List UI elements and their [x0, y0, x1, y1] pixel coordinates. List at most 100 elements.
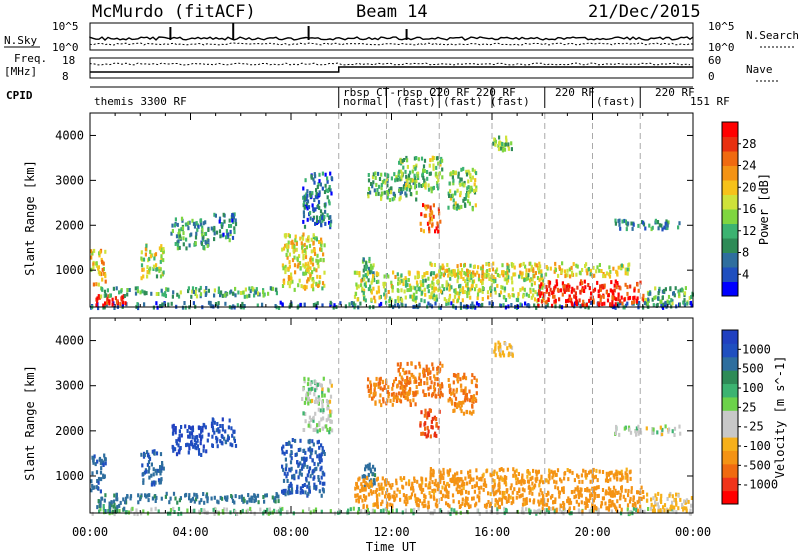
- colorbar-swatch-10: [722, 356, 738, 371]
- colorbar-swatch-12: [722, 330, 738, 344]
- scatter-region-19: [493, 340, 514, 358]
- colorbar-tick-label-2: 100: [742, 381, 764, 395]
- freq-label-line1: Freq.: [14, 52, 47, 65]
- scatter-region-17: [643, 286, 694, 308]
- colorbar-swatch-0: [722, 490, 738, 505]
- cpid-label-12: 151 RF: [690, 95, 730, 108]
- colorbar-swatch-2: [722, 463, 738, 478]
- colorbar-swatch-8: [722, 165, 738, 181]
- scatter-region-14: [353, 270, 545, 304]
- scatter-region-12: [419, 408, 441, 439]
- x-tick-label-2: 08:00: [273, 525, 309, 539]
- colorbar-tick-label-4: 12: [742, 224, 756, 238]
- x-tick-label-1: 04:00: [172, 525, 208, 539]
- station-title: McMurdo (fitACF): [92, 2, 256, 22]
- colorbar-swatch-4: [722, 437, 738, 451]
- colorbar-swatch-9: [722, 151, 738, 166]
- colorbar-swatch-6: [722, 194, 738, 210]
- freq-trace: [90, 66, 693, 73]
- x-axis-ticks: 00:00 04:00 08:00 12:00 16:00 20:00 00:00: [72, 525, 711, 539]
- colorbar-swatch-1: [722, 267, 738, 282]
- cpid-label-3: rbsp CT: [396, 86, 443, 99]
- colorbar-tick-label-0: 28: [742, 137, 756, 151]
- colorbar-swatch-2: [722, 252, 738, 268]
- scatter-region-3: [97, 491, 280, 505]
- scatter-region-15: [429, 261, 631, 279]
- nave-tick-bottom: 0: [708, 70, 715, 83]
- x-tick-label-5: 20:00: [574, 525, 610, 539]
- nsky-panel: [89, 22, 694, 51]
- nsearch-tick-bottom: 10^0: [708, 41, 735, 54]
- colorbar-swatch-9: [722, 370, 738, 385]
- cpid-label: CPID: [6, 89, 33, 102]
- colorbar-swatch-3: [722, 238, 738, 253]
- colorbar-swatch-8: [722, 383, 738, 398]
- colorbar-swatch-10: [722, 136, 738, 152]
- cpid-label-6: (fast): [443, 95, 483, 108]
- power-colorbar: 28 24 20 16 12 8 4 Power [dB]: [721, 121, 771, 297]
- x-tick-label-3: 12:00: [373, 525, 409, 539]
- scatter-region-5: [171, 422, 210, 457]
- cpid-label-8: (fast): [490, 95, 530, 108]
- cpid-label-2: normal: [343, 95, 383, 108]
- scatter-region-4: [140, 449, 165, 487]
- colorbar-tick-label-5: 8: [742, 246, 749, 260]
- cpid-label-10: (fast): [596, 95, 636, 108]
- beam-title: Beam 14: [356, 2, 428, 22]
- y-tick-label-1: 2000: [55, 218, 84, 232]
- colorbar-label: Power [dB]: [757, 173, 771, 245]
- colorbar-tick-label-7: -1000: [742, 478, 778, 492]
- y-axis-label-power: Slant Range [km]: [23, 160, 37, 276]
- cpid-label-4: (fast): [396, 95, 436, 108]
- cpid-label-7: 220 RF: [476, 86, 516, 99]
- colorbar-swatch-1: [722, 477, 738, 492]
- colorbar-swatch-11: [722, 122, 738, 137]
- colorbar-label: Velocity [m s^-1]: [773, 356, 787, 479]
- freq-tick-top: 18: [62, 54, 75, 67]
- colorbar-tick-label-5: -100: [742, 439, 771, 453]
- freq-traces: [89, 62, 693, 73]
- colorbar-frame: [721, 329, 739, 505]
- colorbar-swatch-3: [722, 450, 738, 465]
- cpid-label-0: themis 3300 RF: [94, 95, 187, 108]
- scatter-region-6: [210, 212, 238, 243]
- scatter-region-14: [354, 476, 545, 510]
- nsky-traces: [89, 23, 694, 46]
- colorbar-swatch-7: [722, 180, 738, 195]
- scatter-region-16: [537, 279, 645, 308]
- colorbar-tick-label-0: 1000: [742, 342, 771, 356]
- nsearch-trace: [89, 42, 694, 46]
- cpid-label-5: 220 RF: [430, 86, 470, 99]
- scatter-region-7: [281, 438, 326, 498]
- cpid-label-11: 220 RF: [655, 86, 695, 99]
- freq-label-line2: [MHz]: [4, 65, 37, 78]
- cpid-label-1: rbsp CT-: [343, 86, 396, 99]
- freq-tick-bottom: 8: [62, 70, 69, 83]
- y-tick-label-0: 1000: [55, 469, 84, 483]
- colorbar-swatch-0: [722, 281, 738, 297]
- scatter-region-16: [537, 485, 645, 514]
- colorbar-tick-label-1: 24: [742, 159, 756, 173]
- y-tick-label-2: 3000: [55, 379, 84, 393]
- power-panel: 1000 2000 3000 4000: [55, 112, 694, 311]
- y-tick-label-3: 4000: [55, 128, 84, 142]
- colorbar-swatch-4: [722, 223, 738, 239]
- velocity-panel: 1000 2000 3000 4000: [55, 317, 694, 517]
- x-tick-label-6: 00:00: [675, 525, 711, 539]
- colorbar-tick-label-4: -25: [742, 420, 764, 434]
- y-tick-label-3: 4000: [55, 334, 84, 348]
- nave-tick-top: 60: [708, 54, 721, 67]
- freq-panel: [89, 57, 694, 79]
- scatter-region-4: [140, 243, 165, 281]
- colorbar-tick-label-3: 25: [742, 400, 756, 414]
- scatter-region-8: [302, 171, 334, 230]
- nsky-tick-bottom: 10^0: [52, 41, 79, 54]
- y-tick-label-1: 2000: [55, 424, 84, 438]
- colorbar-swatch-7: [722, 396, 738, 411]
- y-tick-label-0: 1000: [55, 263, 84, 277]
- x-tick-label-0: 00:00: [72, 525, 108, 539]
- colorbar-swatch-5: [722, 209, 738, 224]
